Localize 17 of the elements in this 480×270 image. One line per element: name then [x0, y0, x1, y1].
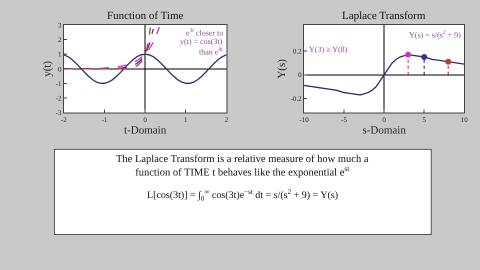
chart-title: Function of Time: [107, 10, 184, 22]
x-axis-title: t-Domain: [124, 124, 167, 136]
point: [405, 52, 412, 58]
y-axis-title: Y(s): [276, 58, 288, 79]
point: [421, 54, 428, 60]
annotation: than e$^{8t}$: [199, 47, 224, 56]
annotation: Y(3) ≥ Y(8): [309, 45, 348, 54]
y-axis-title: y(t): [41, 60, 54, 77]
text: L[cos(3t)] = ∫$_{0}$$^{∞}$ cos(3t)e$^{−st}$ dt = s/(s$^{2}$ + 9) = Y(s): [147, 188, 338, 202]
annotation: e$^{3t}$ closer to: [186, 28, 224, 38]
x-axis-title: s-Domain: [362, 124, 406, 136]
annotation: Y(s) = s/(s$^{2}$ + 9): [409, 30, 462, 40]
annotation: y(t) = cos(3t): [180, 37, 223, 46]
point: [445, 58, 452, 65]
chart-title: Laplace Transform: [342, 10, 426, 22]
text: The Laplace Transform is a relative measure of how much a function of TIME t behaves like the exponential e$^{st}$: [116, 154, 369, 179]
line-series: [64, 54, 226, 84]
